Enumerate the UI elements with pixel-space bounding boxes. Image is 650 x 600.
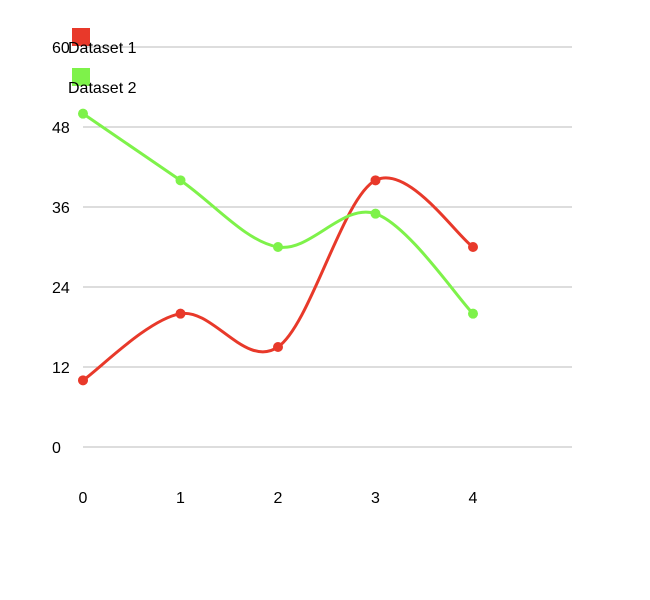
y-tick-label: 24 xyxy=(52,280,70,297)
x-axis-ticks: 0 1 2 3 4 xyxy=(79,490,478,507)
x-tick-label: 2 xyxy=(274,490,283,507)
y-tick-label: 12 xyxy=(52,360,70,377)
data-point xyxy=(273,342,283,352)
data-point xyxy=(78,108,88,119)
x-tick-label: 1 xyxy=(176,490,185,507)
data-point xyxy=(370,175,381,186)
data-point xyxy=(468,242,478,252)
legend-label-2: Dataset 2 xyxy=(68,80,137,97)
legend: Dataset 1 Dataset 2 xyxy=(68,28,137,97)
x-tick-label: 0 xyxy=(79,490,88,507)
legend-label-1: Dataset 1 xyxy=(68,40,137,57)
y-tick-label: 48 xyxy=(52,120,70,137)
series-line-2 xyxy=(81,112,475,316)
legend-swatch-1 xyxy=(72,28,90,46)
data-point xyxy=(175,175,186,186)
series-points xyxy=(78,108,478,386)
y-axis-ticks: 0 12 24 36 48 60 xyxy=(52,40,70,457)
data-point xyxy=(175,308,186,319)
x-tick-label: 4 xyxy=(469,490,478,507)
y-tick-label: 0 xyxy=(52,440,61,457)
x-tick-label: 3 xyxy=(371,490,380,507)
data-point xyxy=(273,242,283,252)
data-point xyxy=(468,308,478,319)
y-tick-label: 36 xyxy=(52,200,70,217)
grid-lines xyxy=(83,46,572,448)
legend-swatch-2 xyxy=(72,68,90,86)
data-point xyxy=(78,375,88,386)
data-point xyxy=(370,208,381,219)
y-tick-label: 60 xyxy=(52,40,70,57)
